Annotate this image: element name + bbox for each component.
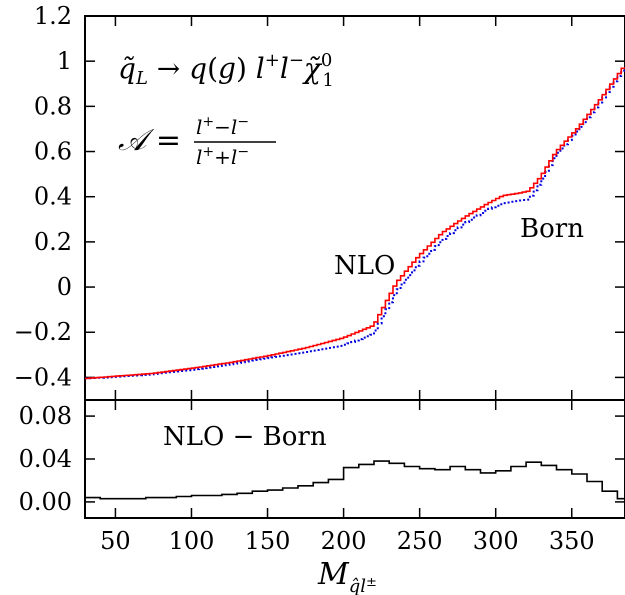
x-axis-label: Mq̂l± <box>317 557 377 595</box>
main-y-tick-label: −0.2 <box>14 318 72 346</box>
main-y-tick-label: 0.8 <box>34 92 72 120</box>
svg-text:𝒜 =: 𝒜 = <box>118 123 181 158</box>
series-layer <box>85 67 625 500</box>
process-annotation: q̃L → q(g) l+l−χ̃0 1 <box>118 50 334 91</box>
asymmetry-annotation: 𝒜 = l+−l− l++l− <box>118 114 276 169</box>
diff-y-tick-label: 0.08 <box>19 402 72 430</box>
diff-label: NLO − Born <box>163 422 327 452</box>
svg-text:l+−l−: l+−l− <box>196 114 249 139</box>
svg-text:Mq̂l±: Mq̂l± <box>317 557 377 595</box>
diff-y-tick-label: 0.04 <box>19 445 72 473</box>
svg-text:q̃L → q(g) l+l−χ̃01: q̃L → q(g) l+l−χ̃0 1 <box>118 50 334 91</box>
nlo-label: NLO <box>334 251 395 281</box>
x-tick-label: 100 <box>169 527 215 555</box>
x-tick-label: 350 <box>549 527 595 555</box>
main-y-tick-label: 1.2 <box>34 2 72 30</box>
main-y-tick-label: 0.4 <box>34 183 72 211</box>
main-y-tick-label: 0.6 <box>34 138 72 166</box>
born-label: Born <box>520 214 584 244</box>
main-y-tick-label: 1 <box>57 47 72 75</box>
x-ticks: 50 100 150 200 250 300 350 <box>100 16 595 555</box>
x-tick-label: 200 <box>321 527 367 555</box>
x-tick-label: 300 <box>473 527 519 555</box>
series-diff-histogram <box>85 460 625 500</box>
series-born-line <box>85 69 625 380</box>
diff-y-ticks: 0.00 0.04 0.08 <box>19 402 625 516</box>
diff-plot-frame <box>84 399 625 519</box>
main-y-tick-label: 0.2 <box>34 228 72 256</box>
x-tick-label: 50 <box>100 527 131 555</box>
main-y-tick-label: 0 <box>57 273 72 301</box>
main-y-ticks: −0.4 −0.2 0 0.2 0.4 0.6 0.8 1 1.2 <box>14 2 625 391</box>
x-tick-label: 250 <box>397 527 443 555</box>
main-y-tick-label: −0.4 <box>14 363 72 391</box>
x-tick-label: 150 <box>245 527 291 555</box>
series-nlo-line <box>85 67 625 380</box>
svg-text:l++l−: l++l− <box>196 144 249 169</box>
diff-y-tick-label: 0.00 <box>19 488 72 516</box>
